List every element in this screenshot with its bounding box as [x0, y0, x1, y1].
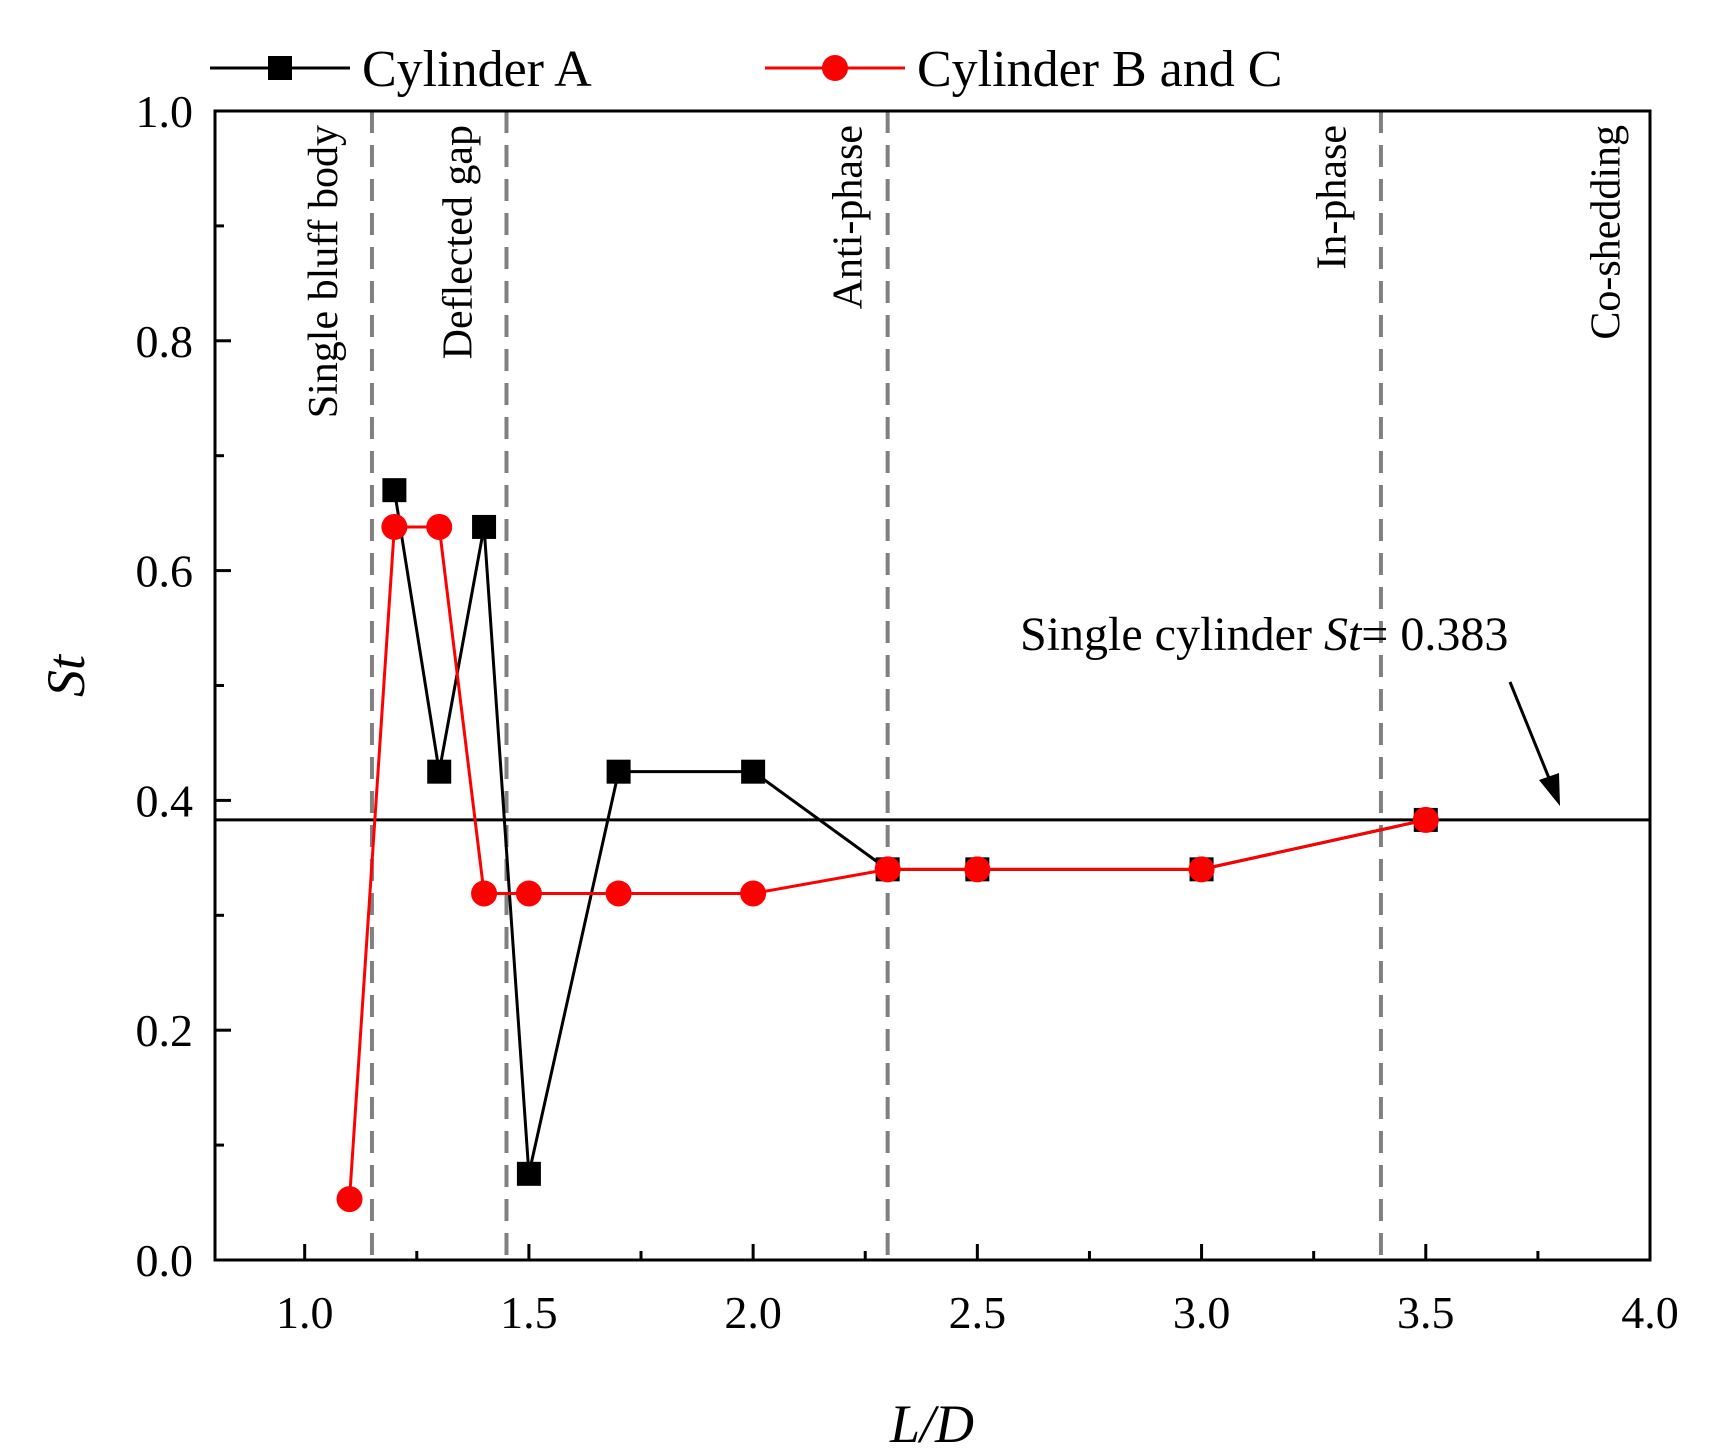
x-tick-label-5: 3.5 — [1397, 1287, 1455, 1338]
axis-labels-group: L/D St — [36, 653, 974, 1454]
reference-label-var: St — [1324, 608, 1363, 661]
x-tick-label-1: 1.5 — [500, 1287, 558, 1338]
reference-arrow-head — [1539, 773, 1560, 806]
series-0-point-1 — [427, 759, 452, 784]
series-0-point-4 — [606, 759, 631, 784]
ticks-group: 1.0 1.5 2.0 2.5 3.0 3.5 4.0 0.0 0.2 0.4 0.6 0.8 1.0 — [136, 86, 1679, 1338]
series-group — [336, 478, 1439, 1213]
x-tick-label-3: 2.5 — [949, 1287, 1007, 1338]
reference-line-label: Single cylinder St= 0.383 — [1020, 608, 1508, 661]
reference-line-group: Single cylinder St= 0.383 — [215, 608, 1650, 822]
series-1-point-2 — [426, 513, 453, 540]
x-axis-label: L/D — [889, 1394, 974, 1454]
y-tick-label-4: 0.8 — [136, 316, 194, 367]
region-label-1: Deflected gap — [435, 125, 481, 359]
legend-label-0: Cylinder A — [362, 41, 592, 98]
series-0-point-2 — [472, 514, 497, 539]
series-1 — [336, 513, 1439, 1213]
reference-arrow-shaft — [1508, 681, 1555, 789]
series-1-point-5 — [605, 880, 632, 907]
region-label-4: Co-shedding — [1583, 125, 1629, 340]
legend-label-1: Cylinder B and C — [917, 41, 1282, 98]
series-1-point-4 — [515, 880, 542, 907]
series-1-point-9 — [1188, 856, 1215, 883]
series-0-point-3 — [516, 1161, 541, 1186]
legend-marker-1 — [822, 55, 848, 81]
region-separators: Single bluff body Deflected gap Anti-phase… — [301, 111, 1629, 1260]
region-label-0: Single bluff body — [301, 125, 347, 418]
series-1-point-1 — [381, 513, 408, 540]
y-tick-label-5: 1.0 — [136, 86, 194, 137]
y-tick-label-2: 0.4 — [136, 775, 194, 826]
x-tick-label-4: 3.0 — [1173, 1287, 1231, 1338]
x-tick-label-0: 1.0 — [276, 1287, 334, 1338]
x-tick-label-2: 2.0 — [724, 1287, 782, 1338]
y-axis-label: St — [36, 653, 96, 697]
series-0 — [382, 478, 1438, 1186]
plot-frame — [213, 109, 1652, 1262]
legend: Cylinder A Cylinder B and C — [210, 41, 1282, 98]
series-1-point-10 — [1412, 806, 1439, 833]
series-0-point-5 — [741, 759, 766, 784]
plot-frame-group — [213, 109, 1652, 1262]
y-tick-label-3: 0.6 — [136, 546, 194, 597]
series-1-point-6 — [740, 880, 767, 907]
x-tick-label-6: 4.0 — [1621, 1287, 1679, 1338]
series-1-point-0 — [336, 1186, 363, 1213]
series-line-0 — [392, 489, 1427, 1175]
series-0-point-0 — [382, 478, 407, 503]
reference-label-suffix: = 0.383 — [1361, 608, 1508, 661]
legend-item-1: Cylinder B and C — [765, 41, 1282, 98]
y-tick-label-1: 0.2 — [136, 1005, 194, 1056]
region-label-2: Anti-phase — [825, 125, 871, 309]
series-1-point-3 — [471, 880, 498, 907]
series-1-point-7 — [874, 856, 901, 883]
y-tick-label-0: 0.0 — [136, 1235, 194, 1286]
series-1-point-8 — [964, 856, 991, 883]
legend-marker-0 — [268, 56, 292, 80]
legend-item-0: Cylinder A — [210, 41, 592, 98]
reference-label-prefix: Single cylinder — [1020, 608, 1324, 661]
region-label-3: In-phase — [1310, 125, 1356, 270]
